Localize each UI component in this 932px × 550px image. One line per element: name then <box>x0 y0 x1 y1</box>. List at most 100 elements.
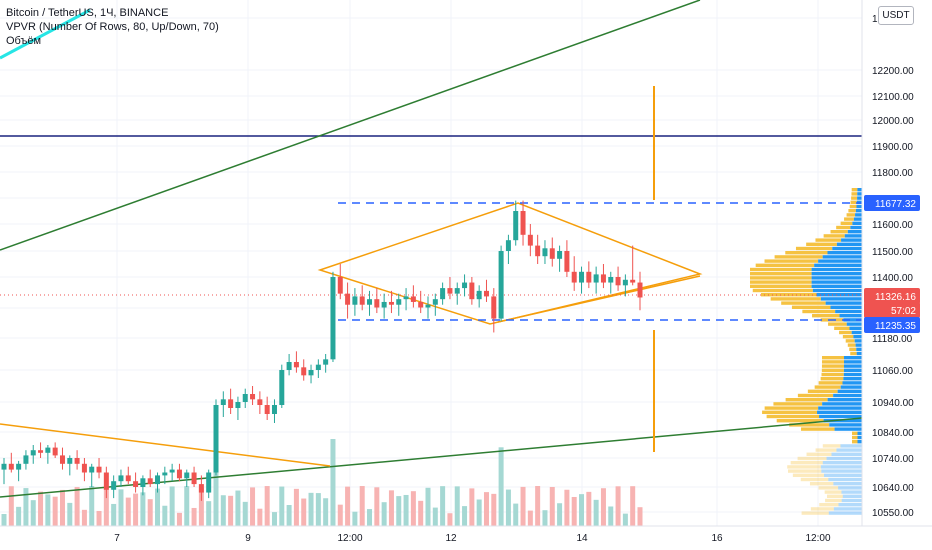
vpvr-indicator-label[interactable]: VPVR (Number Of Rows, 80, Up/Down, 70) <box>6 21 219 33</box>
vp-row-sell <box>764 259 819 263</box>
vp-row-sell <box>821 356 844 360</box>
volume-bar <box>271 512 277 526</box>
candle-body <box>96 466 102 473</box>
candle-body <box>308 370 314 376</box>
chart-legend: Bitcoin / TetherUS, 1Ч, BINANCE VPVR (Nu… <box>6 6 219 48</box>
symbol-title[interactable]: Bitcoin / TetherUS, 1Ч, BINANCE <box>6 7 169 19</box>
vp-row-buy <box>843 377 862 381</box>
vp-row-sell <box>828 322 847 326</box>
vp-row-sell <box>792 473 824 477</box>
volume-bar <box>447 513 453 526</box>
candle-body <box>52 447 58 456</box>
vp-row-buy <box>820 297 862 301</box>
vp-row-buy <box>829 423 862 427</box>
volume-bar <box>242 501 248 526</box>
vp-row-sell <box>821 372 844 377</box>
vp-row-buy <box>833 482 862 486</box>
vp-row-sell <box>797 456 827 461</box>
vp-row-sell <box>770 297 821 301</box>
vp-row-buy <box>818 259 862 263</box>
volume-indicator-label[interactable]: Объём <box>6 35 42 47</box>
candle-body <box>264 405 270 414</box>
vp-row-sell <box>821 360 844 364</box>
volume-bar <box>418 500 424 526</box>
vp-row-buy <box>843 360 862 364</box>
vp-row-buy <box>850 225 862 230</box>
vp-row-buy <box>843 364 862 368</box>
candle-body <box>8 463 14 470</box>
candle-body <box>111 481 117 490</box>
vp-row-sell <box>844 217 854 221</box>
volume-bar <box>286 505 292 526</box>
volume-bar <box>432 507 438 526</box>
vp-row-sell <box>821 364 844 368</box>
vp-row-sell <box>850 200 857 204</box>
vp-row-buy <box>841 238 862 242</box>
volume-bar <box>600 488 606 526</box>
currency-button[interactable]: USDT <box>878 6 914 25</box>
time-tick-label: 14 <box>576 533 588 544</box>
vp-row-buy <box>834 427 862 431</box>
price-tick-label: 10740.00 <box>872 454 914 465</box>
price-badge-text: 11677.32 <box>875 199 916 210</box>
candle-body <box>45 447 51 453</box>
volume-bar <box>498 447 504 526</box>
candle-body <box>535 245 541 257</box>
candle-body <box>352 296 358 305</box>
vp-row-sell <box>826 494 843 498</box>
vp-row-buy <box>830 305 862 309</box>
candle-body <box>206 472 212 493</box>
volume-bar <box>440 486 446 526</box>
vp-row-buy <box>822 461 862 465</box>
vp-row-buy <box>857 196 862 200</box>
candle-body <box>447 288 453 294</box>
vp-row-sell <box>840 221 853 225</box>
vp-row-buy <box>856 347 862 351</box>
price-badge-text: 11235.35 <box>875 321 916 332</box>
candle-body <box>571 271 577 283</box>
vp-row-buy <box>822 255 862 259</box>
vp-row-buy <box>841 498 862 503</box>
volume-bar <box>403 494 409 526</box>
volume-bar <box>235 490 241 526</box>
vp-row-sell <box>849 347 857 351</box>
volume-bar <box>198 487 204 526</box>
volume-bar <box>67 502 73 526</box>
candle-body <box>315 364 321 370</box>
candle-body <box>425 304 431 308</box>
candle-body <box>323 359 329 365</box>
volume-bars <box>1 439 643 526</box>
volume-bar <box>111 503 117 526</box>
candle-body <box>23 455 29 464</box>
vp-row-sell <box>851 192 858 196</box>
volume-bar <box>330 439 336 526</box>
volume-bar <box>16 506 22 526</box>
vp-row-sell <box>821 368 844 372</box>
vp-row-sell <box>814 385 841 389</box>
vp-row-buy <box>843 318 862 322</box>
volume-bar <box>542 510 548 526</box>
volume-bar <box>155 488 161 526</box>
price-tick-label: 11600.00 <box>872 220 913 231</box>
time-tick-label: 16 <box>711 533 723 544</box>
vp-row-buy <box>854 339 862 343</box>
volume-bar <box>1 514 7 526</box>
candle-body <box>513 211 519 241</box>
price-badge-text: 11326.16 <box>875 292 916 303</box>
vp-row-sell <box>802 309 836 314</box>
vp-row-sell <box>842 335 854 339</box>
volume-bar <box>8 486 14 526</box>
vp-row-sell <box>825 498 842 503</box>
candle-body <box>235 402 241 408</box>
vp-row-sell <box>755 263 815 267</box>
price-tick-label: 11500.00 <box>872 247 913 258</box>
vp-row-buy <box>842 381 862 385</box>
candle-body <box>520 211 526 235</box>
time-tick-label: 12:00 <box>805 533 830 544</box>
candle-body <box>557 251 563 259</box>
vp-row-sell <box>850 351 857 356</box>
candle-body <box>615 277 621 286</box>
volume-bar <box>586 491 592 526</box>
volume-bar <box>293 488 299 526</box>
